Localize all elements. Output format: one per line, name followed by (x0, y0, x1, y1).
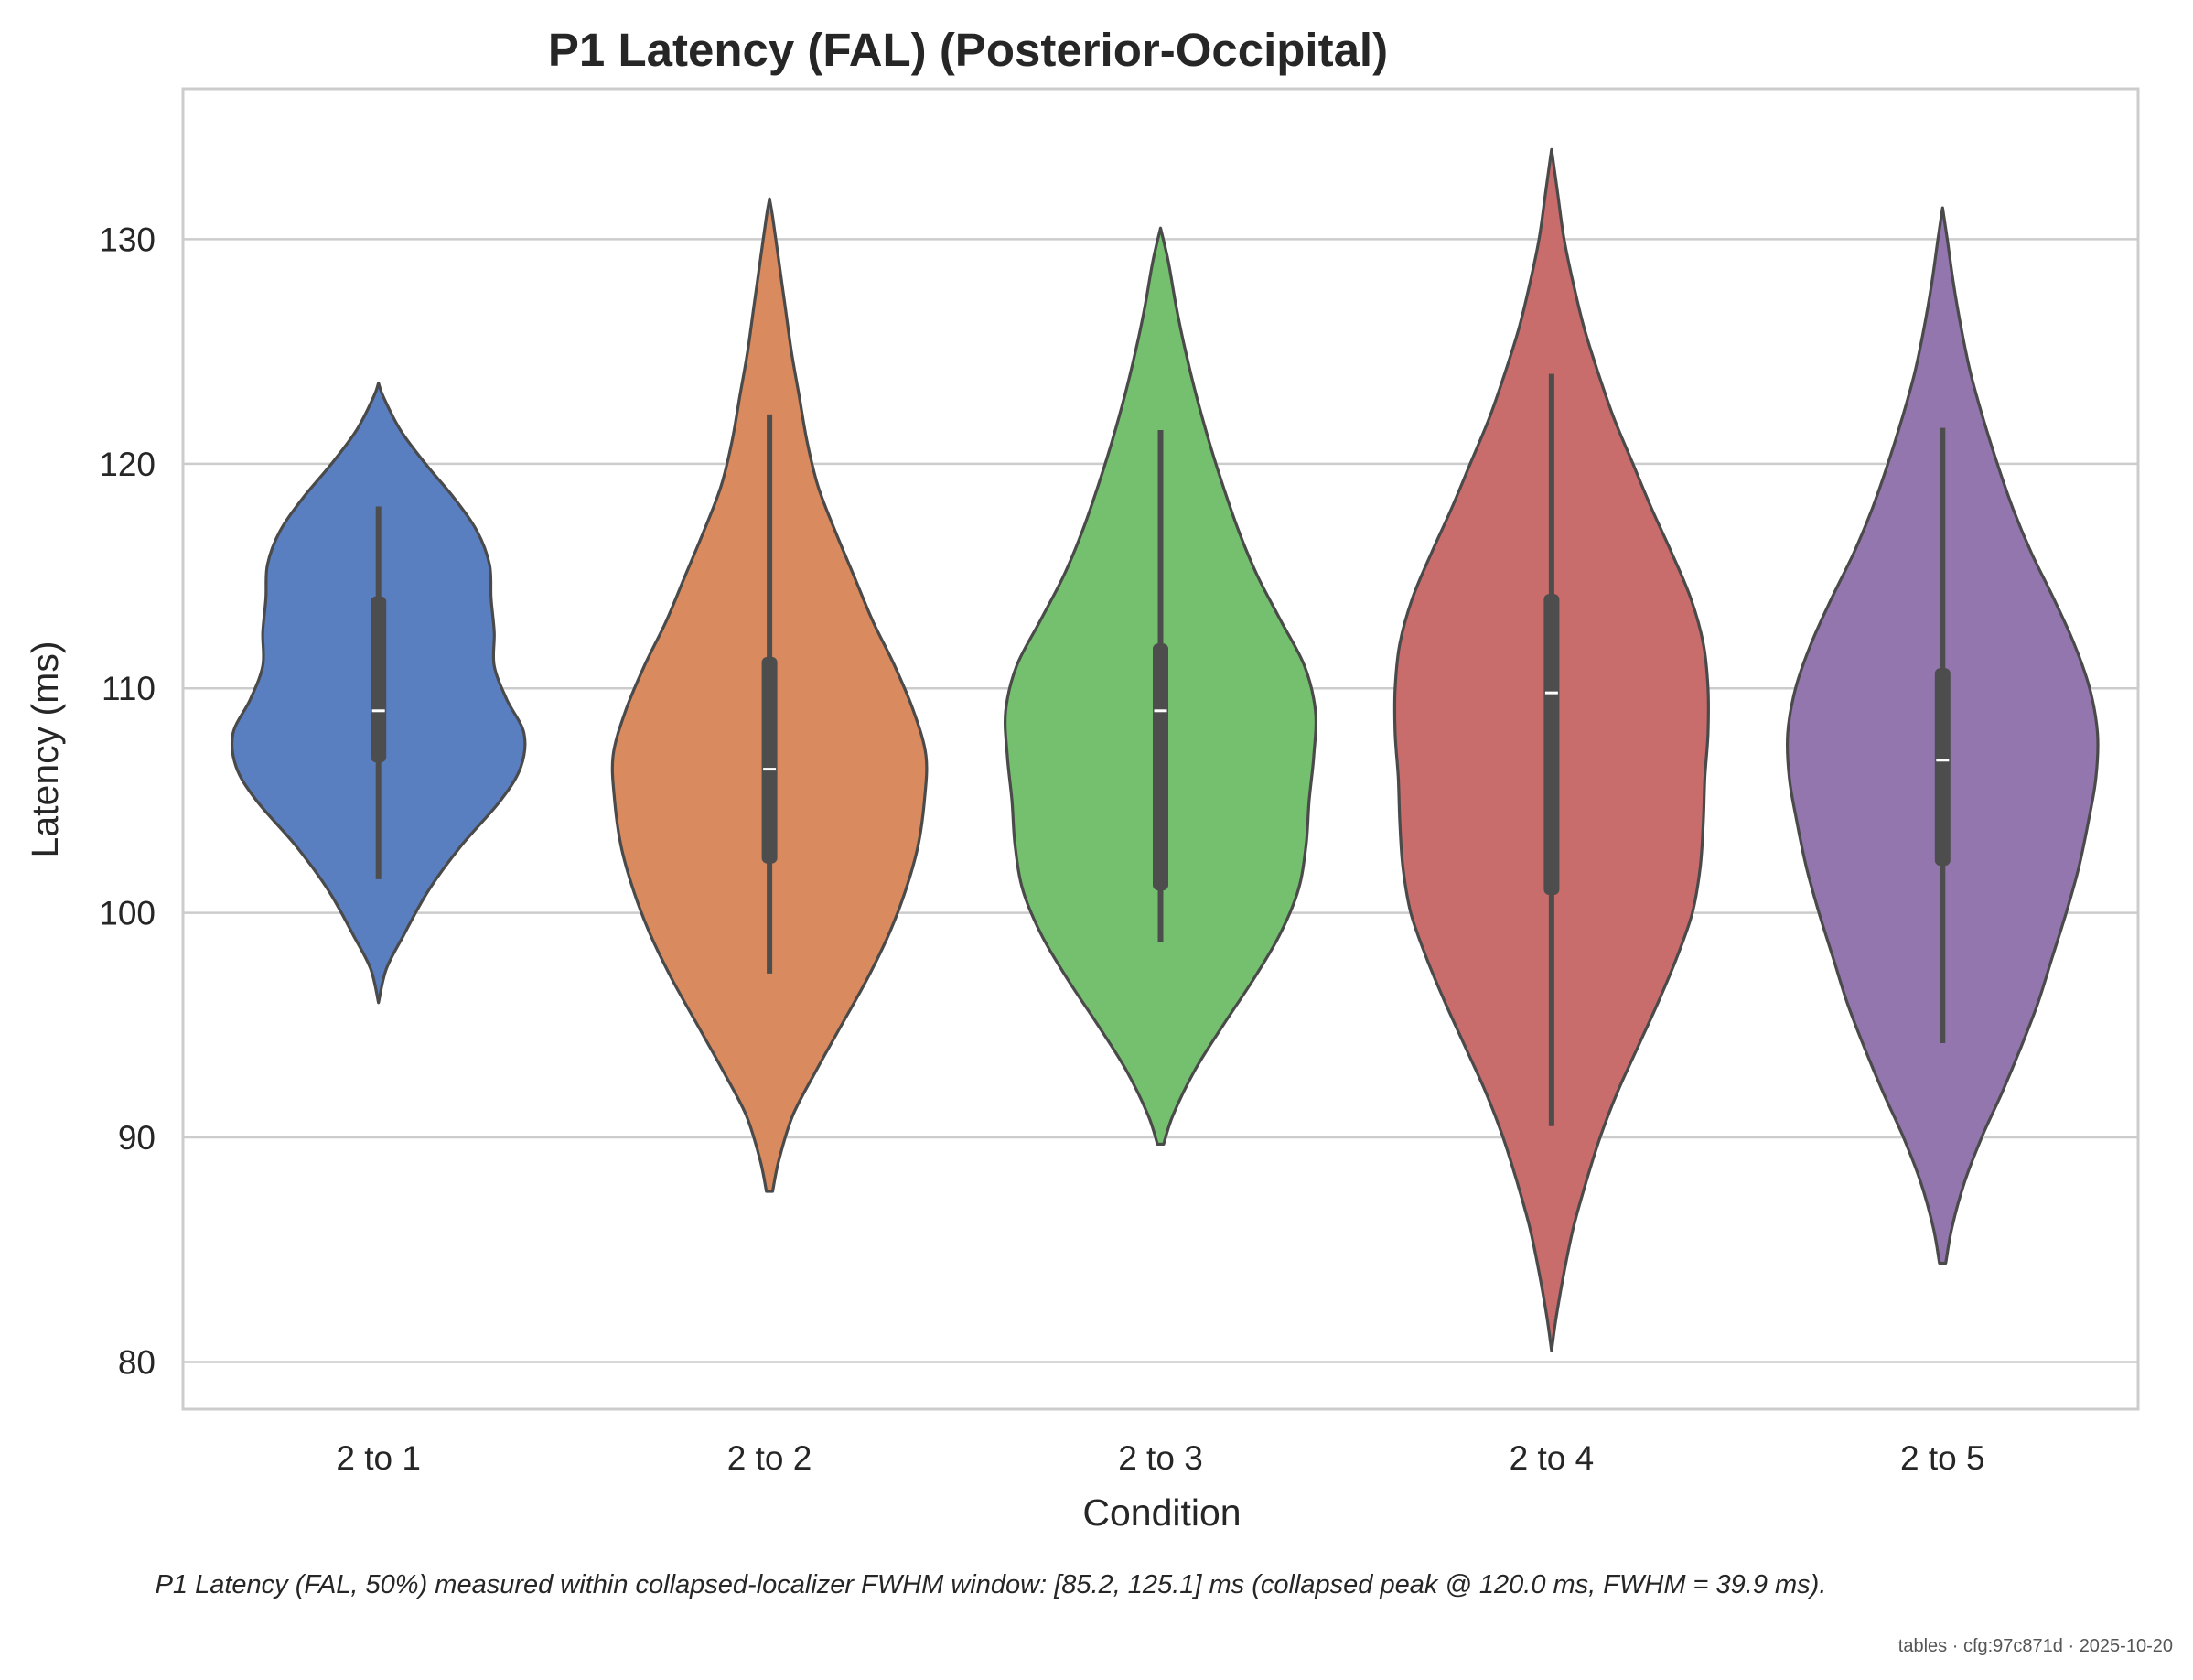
x-tick-label: 2 to 1 (336, 1439, 421, 1477)
iqr-box (371, 596, 387, 763)
violin-3 (1003, 226, 1318, 1146)
x-tick-label: 2 to 3 (1118, 1439, 1203, 1477)
x-tick-label: 2 to 5 (1900, 1439, 1985, 1477)
x-tick-label: 2 to 2 (727, 1439, 812, 1477)
y-axis-label: Latency (ms) (24, 641, 66, 858)
y-tick-label: 120 (99, 446, 156, 483)
y-tick-label: 100 (99, 895, 156, 932)
violin-1 (230, 381, 527, 1005)
iqr-box (761, 656, 778, 864)
y-tick-labels: 80 90 100 110 120 130 (99, 221, 156, 1381)
violins (230, 147, 2100, 1352)
chart-title: P1 Latency (FAL) (Posterior-Occipital) (548, 24, 1388, 76)
y-tick-label: 80 (118, 1343, 156, 1381)
caption: P1 Latency (FAL, 50%) measured within co… (156, 1570, 1827, 1599)
violin-5 (1785, 206, 2100, 1265)
violin-4 (1392, 147, 1710, 1352)
iqr-box (1543, 594, 1560, 896)
y-tick-label: 110 (102, 670, 156, 707)
iqr-box (1153, 643, 1168, 891)
x-tick-label: 2 to 4 (1510, 1439, 1595, 1477)
violin-2 (610, 197, 929, 1193)
x-axis-label: Condition (1082, 1492, 1241, 1534)
y-tick-label: 90 (118, 1119, 156, 1157)
plot-frame (181, 87, 2140, 1411)
x-tick-labels: 2 to 1 2 to 2 2 to 3 2 to 4 2 to 5 (336, 1439, 1984, 1477)
footer-note: tables · cfg:97c871d · 2025-10-20 (1898, 1636, 2173, 1656)
iqr-box (1934, 668, 1951, 867)
y-tick-label: 130 (99, 221, 156, 258)
